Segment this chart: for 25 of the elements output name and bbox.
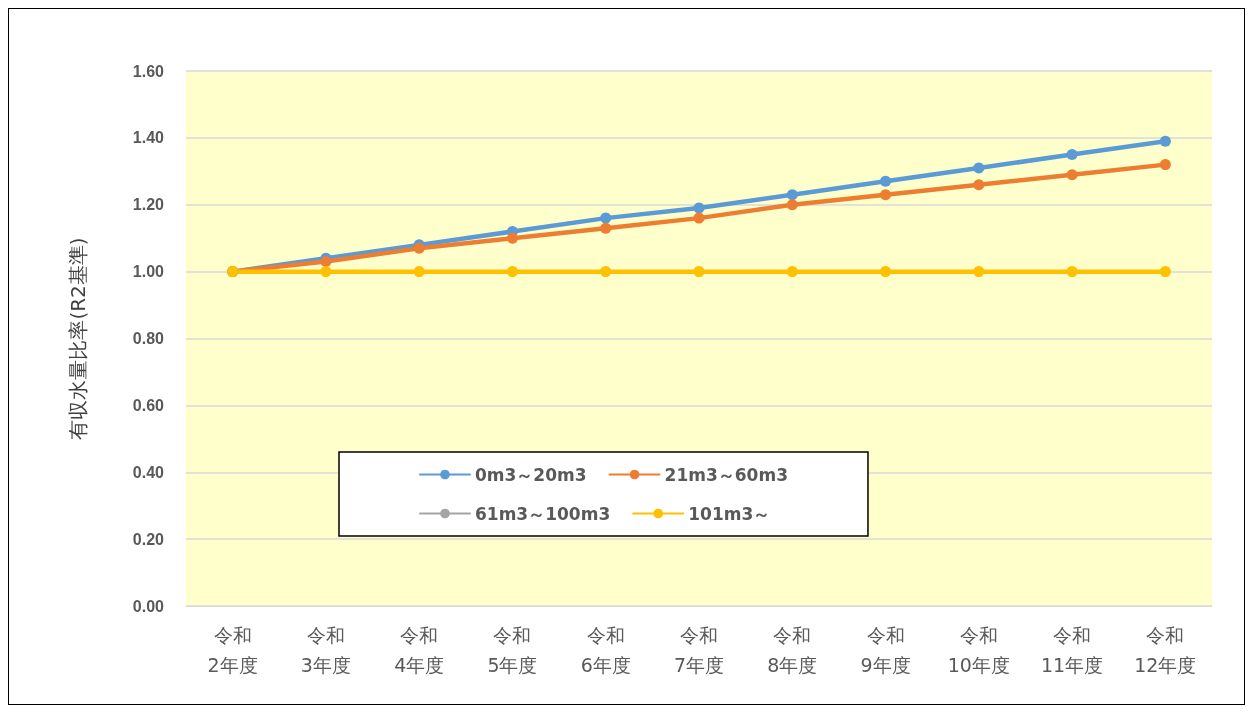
x-tick-label: 令和 10年度 [947, 624, 1010, 676]
x-tick-label: 令和 5年度 [487, 624, 538, 676]
y-tick-label: 0.60 [132, 396, 165, 414]
y-tick-label: 0.40 [132, 463, 165, 481]
x-tick-label: 令和 12年度 [1134, 624, 1197, 676]
x-tick-label: 令和 2年度 [207, 624, 258, 676]
y-tick-label: 1.00 [132, 263, 165, 281]
legend-label: 21m3～60m3 [664, 464, 788, 485]
x-tick-label: 令和 9年度 [860, 624, 911, 676]
legend-label: 61m3～100m3 [475, 503, 611, 524]
legend-label: 101m3～ [688, 503, 771, 524]
x-tick-label: 令和 3年度 [300, 624, 351, 676]
x-tick-label: 令和 4年度 [394, 624, 445, 676]
x-tick-label: 令和 7年度 [673, 624, 725, 676]
y-tick-label: 1.40 [132, 129, 165, 147]
x-tick-label: 令和 8年度 [767, 624, 818, 676]
y-tick-label: 1.20 [132, 196, 165, 214]
x-tick-label: 令和 6年度 [580, 624, 631, 676]
y-tick-label: 1.60 [132, 62, 165, 80]
y-axis-title: 有収水量比率(R2基準) [66, 237, 90, 440]
x-tick-label: 令和 11年度 [1041, 624, 1104, 676]
legend-label: 0m3～20m3 [475, 464, 587, 485]
y-tick-label: 0.00 [132, 597, 165, 615]
y-tick-label: 0.20 [132, 530, 165, 548]
y-tick-label: 0.80 [132, 330, 165, 347]
